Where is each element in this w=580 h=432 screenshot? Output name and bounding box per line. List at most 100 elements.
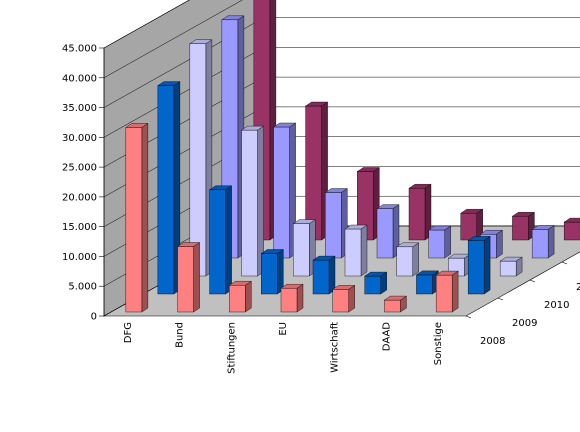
bar-top bbox=[312, 255, 336, 261]
gridline bbox=[103, 0, 243, 79]
bar-front bbox=[273, 126, 290, 259]
bar-top bbox=[415, 270, 440, 276]
bar-top bbox=[408, 183, 432, 189]
bar-top bbox=[292, 219, 316, 224]
bar-top bbox=[435, 270, 459, 276]
bar bbox=[280, 283, 304, 313]
bar-side bbox=[496, 229, 503, 259]
bar bbox=[208, 185, 233, 295]
bar-top bbox=[221, 15, 245, 20]
depth-tick bbox=[529, 279, 536, 283]
category-label: DFG bbox=[123, 322, 134, 343]
series-label: 2009 bbox=[512, 318, 537, 329]
y-tick-label: 40.000 bbox=[62, 73, 97, 84]
bar bbox=[499, 256, 523, 277]
bar-top bbox=[304, 101, 329, 107]
bar bbox=[260, 249, 284, 295]
bar bbox=[396, 242, 420, 277]
bar-top bbox=[428, 225, 452, 231]
y-tick-label: 0 bbox=[91, 312, 97, 323]
series-label: 2010 bbox=[544, 300, 569, 311]
bar-front bbox=[416, 274, 433, 295]
bar bbox=[312, 255, 336, 295]
bar-top bbox=[189, 39, 213, 44]
bar-front bbox=[157, 85, 175, 295]
bar-top bbox=[460, 208, 484, 214]
bar-side bbox=[483, 236, 491, 295]
bar bbox=[176, 242, 201, 313]
bar-front bbox=[460, 212, 477, 241]
bar-front bbox=[376, 208, 394, 259]
bar bbox=[460, 208, 484, 241]
bar-front bbox=[261, 253, 278, 295]
bar-front bbox=[364, 275, 381, 295]
bar-side bbox=[412, 242, 419, 277]
category-label: DAAD bbox=[381, 322, 392, 351]
bar bbox=[383, 295, 408, 313]
bar-front bbox=[499, 260, 517, 277]
bar-top bbox=[324, 188, 348, 193]
bar-side bbox=[296, 283, 304, 313]
bar bbox=[324, 188, 348, 259]
bar-side bbox=[141, 123, 149, 313]
bar-top bbox=[467, 236, 491, 241]
bar bbox=[125, 123, 149, 313]
bar bbox=[304, 101, 329, 241]
bar-top bbox=[125, 123, 149, 128]
bar bbox=[157, 81, 181, 295]
bar-front bbox=[177, 246, 194, 313]
bar bbox=[344, 224, 368, 277]
bar-front bbox=[531, 229, 549, 259]
bar-top bbox=[511, 211, 536, 217]
bar-top bbox=[260, 249, 284, 254]
bar-top bbox=[531, 225, 555, 230]
bar-front bbox=[125, 127, 143, 313]
bar-top bbox=[208, 185, 233, 191]
bar-top bbox=[563, 217, 580, 223]
bar-front bbox=[312, 259, 330, 295]
bar-front bbox=[209, 189, 226, 295]
bar bbox=[376, 204, 400, 259]
bar-front bbox=[396, 246, 413, 277]
bar-front bbox=[280, 287, 298, 313]
bar-front bbox=[332, 289, 349, 313]
bar-front bbox=[512, 215, 529, 241]
bar-front bbox=[189, 43, 207, 277]
bar bbox=[364, 271, 388, 295]
category-label: Stiftungen bbox=[226, 322, 237, 374]
bar bbox=[435, 270, 459, 313]
bar-front bbox=[563, 221, 580, 241]
chart-bars bbox=[125, 0, 580, 313]
bar-top bbox=[272, 122, 297, 128]
category-label: Wirtschaft bbox=[330, 322, 341, 373]
bar-front bbox=[344, 228, 362, 277]
bar bbox=[511, 211, 536, 241]
bar-side bbox=[451, 270, 459, 313]
bar-front bbox=[428, 229, 445, 259]
bar bbox=[428, 225, 452, 259]
category-label: EU bbox=[278, 322, 289, 336]
y-tick-label: 35.000 bbox=[62, 103, 97, 114]
y-tick-label: 30.000 bbox=[62, 133, 97, 144]
bar-top bbox=[176, 242, 201, 247]
bar-top bbox=[332, 285, 356, 290]
y-tick-label: 45.000 bbox=[62, 44, 97, 55]
bar-front bbox=[467, 240, 485, 295]
bar-front bbox=[229, 285, 246, 313]
bar-top bbox=[356, 167, 380, 172]
bar bbox=[272, 122, 297, 259]
gridline bbox=[103, 0, 190, 49]
y-tick-label: 20.000 bbox=[62, 192, 97, 203]
bar-top bbox=[157, 81, 181, 86]
bar-top bbox=[280, 284, 304, 289]
bar-front bbox=[325, 192, 342, 259]
bar-top bbox=[383, 295, 408, 301]
depth-tick bbox=[561, 261, 568, 265]
y-tick-label: 5.000 bbox=[68, 282, 97, 293]
bar-front bbox=[408, 187, 426, 241]
bar-top bbox=[479, 229, 504, 235]
bar-side bbox=[547, 225, 555, 259]
bar bbox=[189, 39, 213, 277]
bar bbox=[531, 225, 555, 259]
